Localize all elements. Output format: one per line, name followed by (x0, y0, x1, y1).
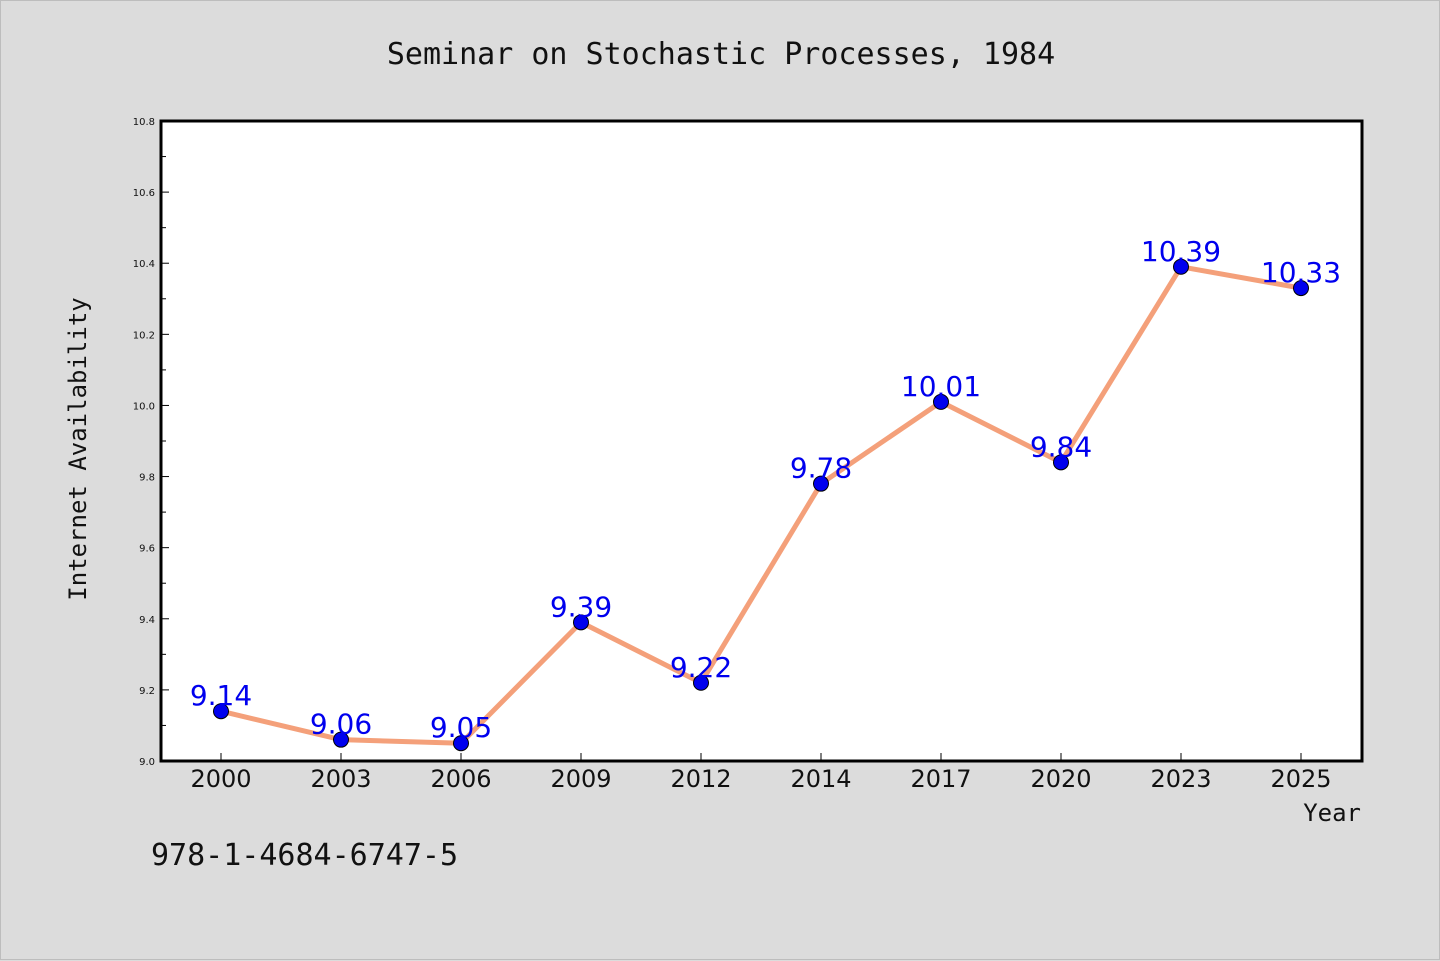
data-point (693, 674, 709, 691)
data-point (1173, 258, 1189, 275)
data-point (213, 703, 229, 720)
data-labels: 9.14 9.06 9.05 9.39 9.22 9.78 10.01 9.84 10.39 10… (190, 235, 1341, 744)
data-point (813, 475, 829, 492)
y-tick-label: 10.4 (133, 259, 155, 270)
data-point (933, 393, 949, 410)
data-point (573, 614, 589, 631)
y-tick-label: 10.0 (133, 401, 155, 412)
series-line (218, 264, 1304, 746)
y-tick-label: 10.2 (133, 330, 155, 341)
chart-title: Seminar on Stochastic Processes, 1984 (387, 37, 1055, 72)
data-point (453, 735, 469, 752)
y-tick-label: 10.6 (133, 188, 155, 199)
y-tick-label: 9.8 (139, 473, 155, 484)
isbn-footer: 978-1-4684-6747-5 (151, 838, 458, 873)
data-label: 10.01 (901, 370, 981, 403)
data-label: 9.14 (190, 679, 252, 712)
data-label: 9.84 (1030, 430, 1092, 463)
y-tick-label: 9.2 (139, 686, 155, 697)
x-tick-label: 2012 (670, 765, 731, 793)
y-tick-label: 9.0 (139, 757, 155, 768)
data-label: 9.39 (550, 590, 612, 623)
data-label: 9.22 (670, 651, 732, 684)
x-tick-label: 2009 (550, 765, 611, 793)
y-tick-label: 10.8 (133, 117, 155, 128)
x-tick-label: 2006 (430, 765, 491, 793)
x-tick-label: 2000 (190, 765, 251, 793)
x-tick-label: 2025 (1270, 765, 1331, 793)
data-point (1053, 454, 1069, 471)
data-point (333, 731, 349, 748)
data-label: 9.06 (310, 708, 372, 741)
x-axis-label: Year (1303, 799, 1361, 827)
data-label: 10.39 (1141, 235, 1221, 268)
x-axis: 2000 2003 2006 2009 2012 2014 2017 2020 2023 2025 (190, 753, 1332, 793)
y-tick-label: 9.4 (139, 615, 155, 626)
y-tick-label: 9.6 (139, 544, 155, 555)
plot-area (159, 119, 1364, 763)
data-label: 9.05 (430, 711, 492, 744)
data-label: 9.78 (790, 452, 852, 485)
x-tick-label: 2003 (310, 765, 371, 793)
data-point (1293, 280, 1309, 297)
y-axis: 9.0 9.2 9.4 9.6 9.8 10.0 10.2 10.4 10.6 10.8 (133, 117, 169, 768)
x-tick-label: 2020 (1030, 765, 1091, 793)
data-series (213, 258, 1309, 752)
x-tick-label: 2014 (790, 765, 851, 793)
x-tick-label: 2017 (910, 765, 971, 793)
data-label: 10.33 (1261, 256, 1341, 289)
y-axis-label: Internet Availability (64, 297, 92, 600)
x-tick-label: 2023 (1150, 765, 1211, 793)
